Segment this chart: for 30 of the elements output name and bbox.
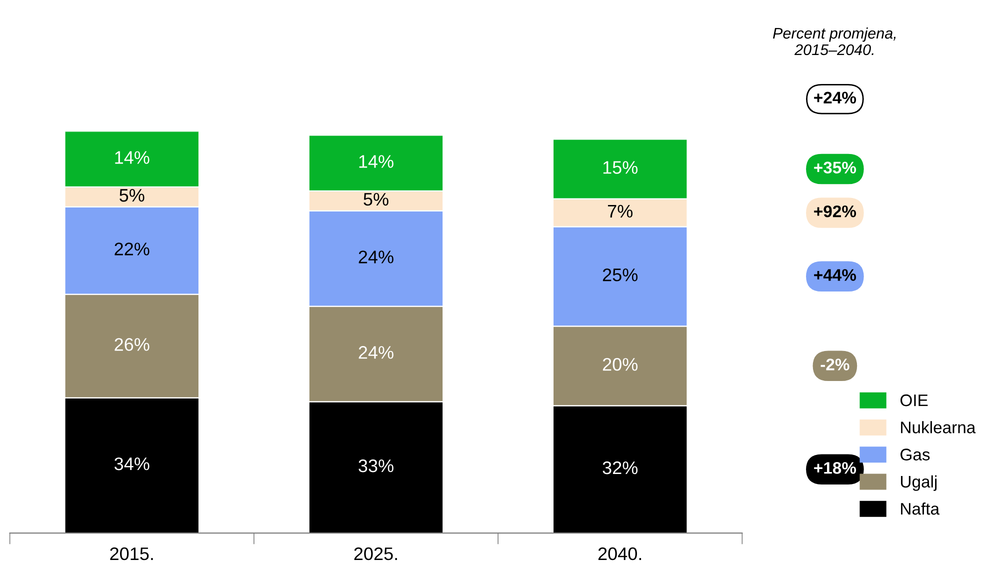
- text: -2%: [820, 358, 850, 370]
- text: +44%: [814, 269, 856, 281]
- data-label: 5%: [364, 192, 388, 206]
- data-label: 34%: [114, 457, 150, 470]
- text: +18%: [814, 462, 856, 474]
- data-label: 26%: [114, 338, 150, 351]
- data-label: 33%: [358, 459, 394, 472]
- data-label: 22%: [114, 242, 150, 256]
- data-label: 32%: [602, 461, 638, 474]
- legend-label: Nafta: [901, 502, 940, 515]
- data-label: 20%: [602, 358, 638, 371]
- legend-label: Ugalj: [900, 475, 937, 491]
- x-tick-label: 2025.: [354, 547, 397, 560]
- data-label: 25%: [602, 268, 638, 282]
- data-label: 14%: [115, 151, 150, 164]
- legend-label: Gas: [900, 448, 930, 460]
- text: +35%: [814, 162, 856, 174]
- x-tick-label: 2015.: [110, 547, 153, 560]
- data-label: 5%: [120, 188, 144, 202]
- data-label: 15%: [603, 161, 638, 174]
- data-label: 24%: [358, 346, 394, 359]
- text: +92%: [814, 205, 856, 218]
- data-label: 14%: [359, 155, 394, 168]
- text: +24%: [814, 92, 856, 104]
- legend-label: Nuklearna: [901, 421, 976, 434]
- data-label: 24%: [358, 250, 394, 264]
- x-tick-label: 2040.: [598, 547, 642, 560]
- text: Percent promjena, 2015–2040.: [772, 27, 896, 56]
- data-label: 7%: [608, 204, 633, 218]
- legend-label: OIE: [900, 394, 928, 406]
